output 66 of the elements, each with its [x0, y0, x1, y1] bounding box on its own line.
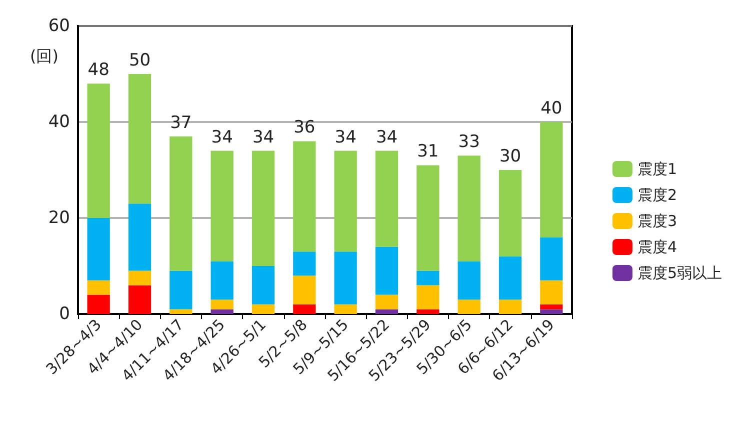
- legend-label: 震度5弱以上: [637, 264, 722, 282]
- bar: [540, 309, 563, 314]
- bar: [540, 280, 563, 304]
- bar: [210, 300, 234, 310]
- legend-label: 震度1: [637, 160, 678, 178]
- bar: [498, 300, 522, 314]
- total-label: 34: [334, 127, 356, 148]
- bar: [458, 300, 480, 314]
- total-label: 50: [128, 50, 151, 70]
- bar: [293, 141, 316, 252]
- total-label: 48: [88, 60, 110, 80]
- total-label: 34: [252, 127, 274, 148]
- bar: [334, 252, 357, 304]
- legend-label: 震度2: [637, 186, 678, 204]
- bar: [210, 261, 234, 300]
- bar: [293, 276, 316, 304]
- bar: [416, 270, 440, 286]
- y-tick-label: 20: [48, 208, 70, 228]
- total-label: 31: [417, 142, 439, 162]
- bar: [334, 304, 357, 314]
- bar: [293, 304, 316, 314]
- legend-label: 震度4: [637, 238, 678, 256]
- bar: [252, 304, 275, 314]
- bar: [293, 252, 316, 276]
- total-label: 33: [458, 132, 480, 152]
- bar: [375, 309, 398, 314]
- total-label: 36: [294, 118, 316, 138]
- bar: [128, 204, 152, 271]
- y-axis-title: (回): [30, 46, 58, 66]
- bar: [540, 122, 563, 238]
- bar: [128, 285, 152, 314]
- bar: [375, 150, 398, 247]
- bar: [416, 285, 440, 310]
- bar: [210, 150, 234, 262]
- bar: [416, 165, 440, 271]
- y-tick-label: 0: [59, 304, 70, 324]
- bar: [170, 270, 192, 310]
- bar: [375, 294, 398, 310]
- bar: [87, 218, 110, 280]
- total-label: 34: [376, 127, 398, 148]
- bar: [416, 309, 440, 314]
- bar: [540, 304, 563, 310]
- bar: [128, 74, 152, 204]
- total-label: 30: [499, 146, 522, 166]
- bar: [170, 309, 192, 314]
- bar: [252, 266, 275, 304]
- bar: [540, 237, 563, 280]
- total-label: 37: [170, 112, 192, 133]
- bar: [128, 270, 152, 286]
- bar: [458, 156, 480, 262]
- bar: [210, 309, 234, 314]
- bar: [87, 280, 110, 295]
- total-label: 40: [540, 98, 562, 118]
- y-tick-label: 40: [48, 112, 70, 132]
- bar: [252, 150, 275, 266]
- bar: [170, 136, 192, 271]
- bar: [87, 84, 110, 218]
- bar: [334, 150, 357, 252]
- total-label: 34: [211, 127, 233, 148]
- y-tick-label: 60: [48, 16, 70, 36]
- bar: [498, 170, 522, 256]
- bar: [458, 261, 480, 300]
- bar: [375, 246, 398, 295]
- bar: [498, 256, 522, 300]
- bar: [87, 294, 110, 314]
- legend-label: 震度3: [637, 212, 678, 230]
